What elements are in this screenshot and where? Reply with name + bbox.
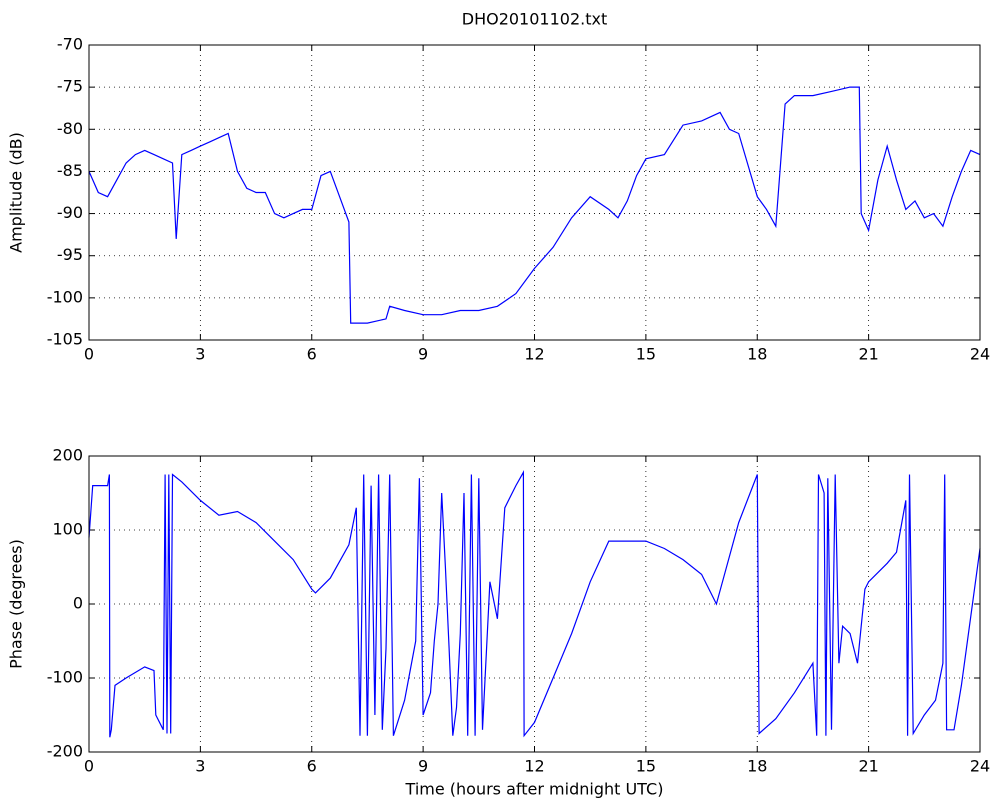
y-tick-label: -100 [47,287,83,306]
y-tick-label: -85 [57,161,83,180]
axes-frame [88,44,981,341]
x-tick-label: 6 [307,345,317,364]
x-tick-label: 0 [84,345,94,364]
x-tick-label: 18 [747,757,767,776]
x-axis-label: Time (hours after midnight UTC) [405,780,664,799]
x-tick-label: 12 [524,345,544,364]
x-tick-label: 24 [970,345,990,364]
data-line [88,86,981,324]
x-tick-label: 0 [84,757,94,776]
y-tick-label: 100 [52,520,83,539]
x-tick-label: 3 [195,345,205,364]
y-tick-label: -80 [57,119,83,138]
axes-frame [88,455,981,753]
x-tick-label: 21 [858,757,878,776]
y-tick-label: -75 [57,77,83,96]
x-tick-label: 6 [307,757,317,776]
y-tick-label: -100 [47,668,83,687]
x-tick-label: 18 [747,345,767,364]
x-tick-label: 15 [636,345,656,364]
y-tick-label: -200 [47,742,83,761]
x-tick-label: 9 [418,345,428,364]
y-tick-label: 0 [73,594,83,613]
y-tick-label: -95 [57,245,83,264]
x-tick-label: 15 [636,757,656,776]
x-tick-label: 3 [195,757,205,776]
x-tick-label: 21 [858,345,878,364]
x-tick-label: 12 [524,757,544,776]
chart-title: DHO20101102.txt [462,10,607,29]
y-tick-label: 200 [52,446,83,465]
x-tick-label: 9 [418,757,428,776]
y-tick-label: -105 [47,330,83,349]
y-tick-label: -90 [57,203,83,222]
y-axis-label: Phase (degrees) [7,539,26,669]
x-tick-label: 24 [970,757,990,776]
y-tick-label: -70 [57,35,83,54]
data-line [88,470,981,738]
y-axis-label: Amplitude (dB) [7,132,26,253]
